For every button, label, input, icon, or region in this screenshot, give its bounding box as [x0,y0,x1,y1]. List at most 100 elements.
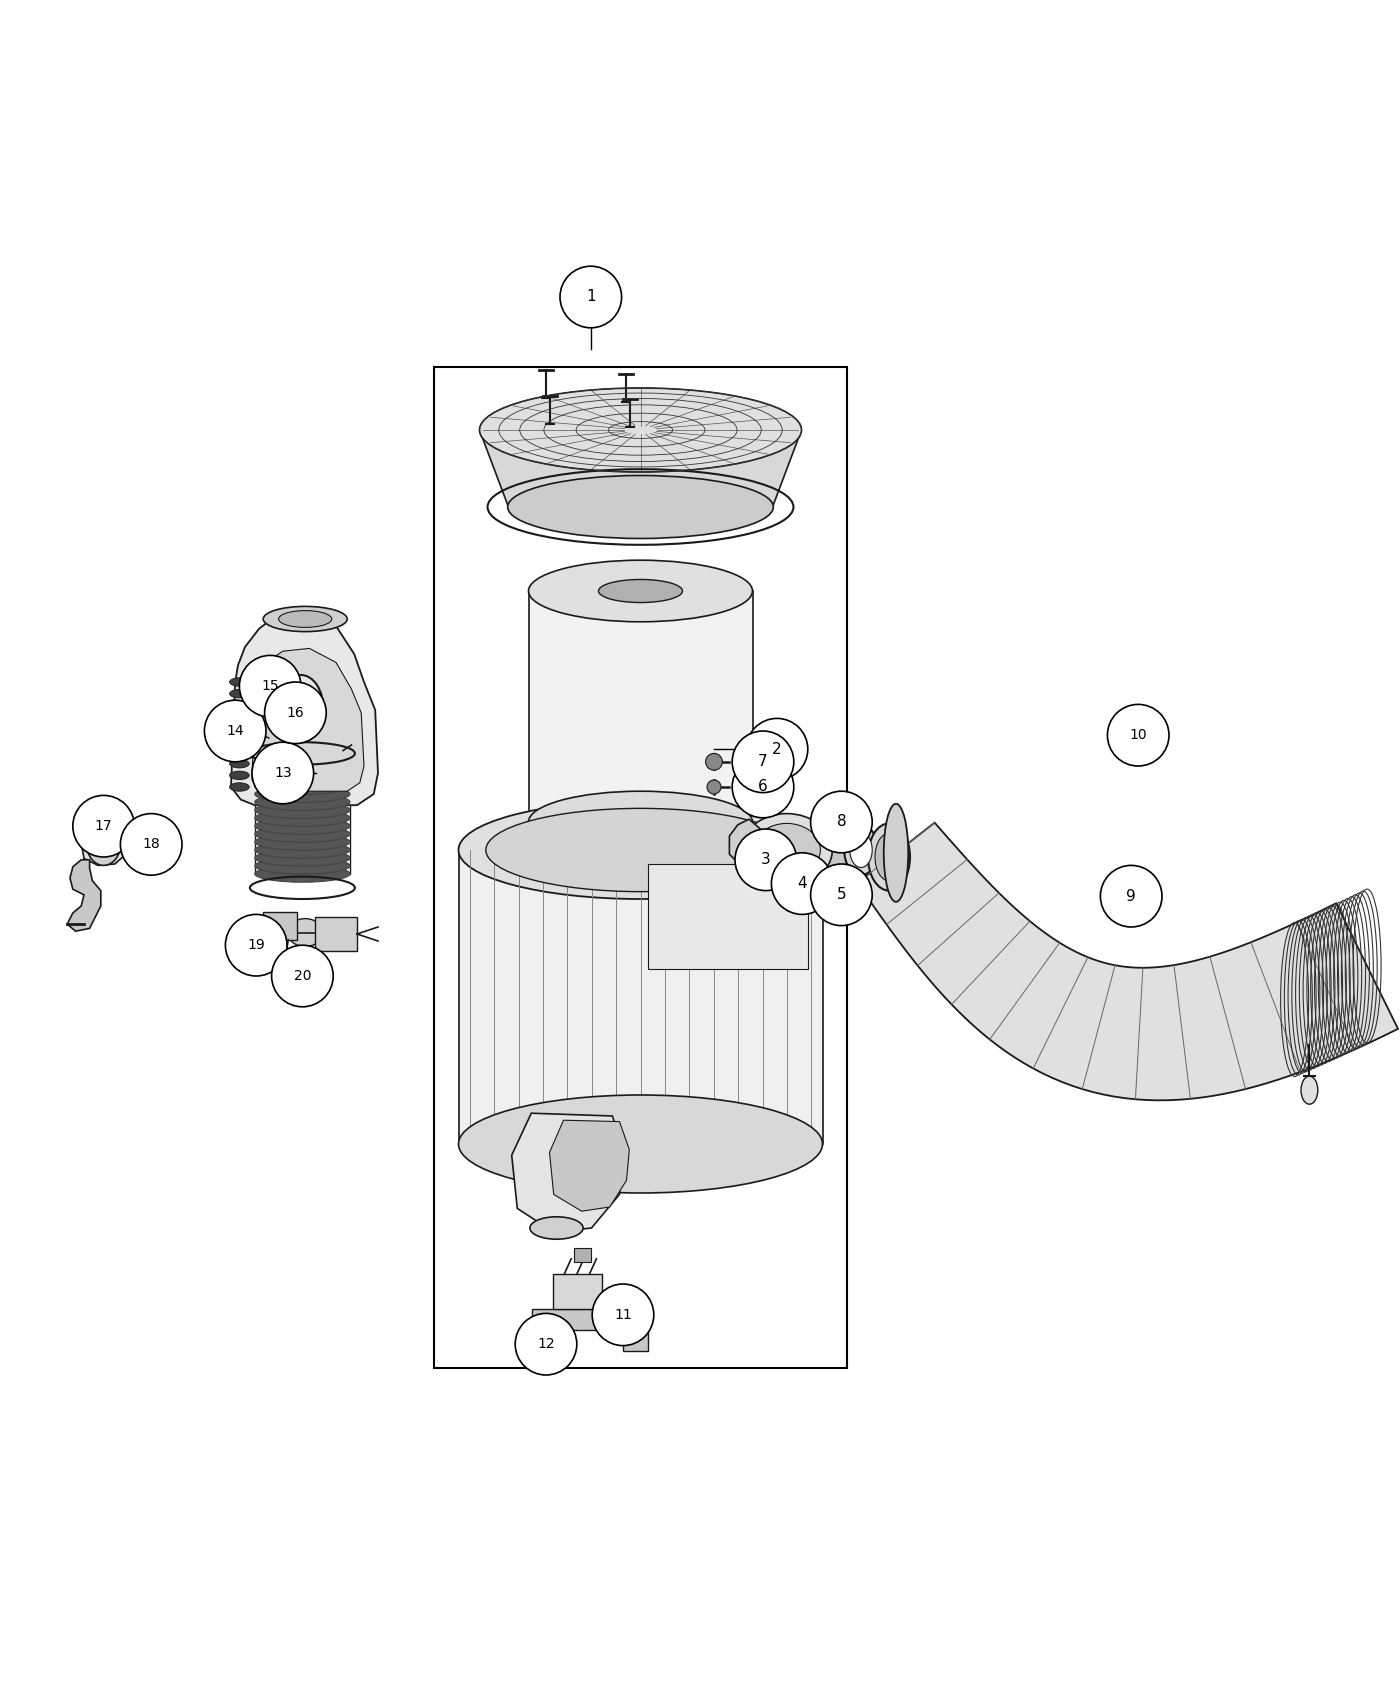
Circle shape [204,700,266,762]
Ellipse shape [230,736,249,745]
Polygon shape [67,860,101,932]
Ellipse shape [286,685,316,733]
Polygon shape [81,823,157,865]
Ellipse shape [288,918,323,947]
Ellipse shape [255,777,350,794]
Text: 19: 19 [248,938,265,952]
Ellipse shape [459,1095,823,1193]
Ellipse shape [529,1217,584,1239]
Ellipse shape [255,762,350,779]
Circle shape [811,790,872,853]
Text: 2: 2 [773,741,781,757]
Polygon shape [529,592,753,823]
Circle shape [272,945,333,1006]
Bar [315,918,357,950]
Circle shape [706,753,722,770]
Circle shape [120,814,182,876]
Text: 15: 15 [262,680,279,694]
Polygon shape [231,612,378,806]
Text: 14: 14 [227,724,244,738]
Ellipse shape [255,809,350,826]
Text: 4: 4 [798,876,806,891]
Ellipse shape [230,772,249,780]
Polygon shape [749,836,763,850]
Ellipse shape [508,476,773,539]
Text: 7: 7 [759,755,767,770]
Ellipse shape [875,833,903,881]
Ellipse shape [868,823,910,891]
Circle shape [746,719,808,780]
Circle shape [515,1314,577,1375]
Ellipse shape [529,790,753,853]
Bar [815,847,846,903]
Ellipse shape [255,818,350,835]
Text: 1: 1 [587,289,595,304]
Text: 6: 6 [759,780,767,794]
Polygon shape [479,430,801,507]
Ellipse shape [883,804,909,901]
Text: 20: 20 [294,969,311,983]
Circle shape [560,267,622,328]
Polygon shape [459,850,823,1144]
Text: 10: 10 [1130,728,1147,743]
Circle shape [252,743,314,804]
Ellipse shape [279,675,323,743]
Polygon shape [252,648,364,791]
Polygon shape [263,911,297,940]
Circle shape [225,915,287,976]
Ellipse shape [230,724,249,733]
Ellipse shape [255,857,350,874]
Bar [553,1275,602,1309]
Text: 9: 9 [1127,889,1135,904]
Ellipse shape [255,770,350,787]
Ellipse shape [255,850,350,867]
Ellipse shape [255,785,350,802]
Ellipse shape [230,712,249,721]
Ellipse shape [599,580,683,602]
Ellipse shape [230,690,249,699]
Circle shape [811,864,872,925]
Polygon shape [532,1309,648,1352]
Bar [434,367,847,1369]
Circle shape [592,1284,654,1346]
Ellipse shape [850,833,872,867]
Circle shape [265,682,326,743]
Ellipse shape [844,824,878,876]
Circle shape [73,796,134,857]
Ellipse shape [255,802,350,818]
Ellipse shape [753,823,820,877]
Ellipse shape [486,809,795,891]
Circle shape [1100,865,1162,927]
Ellipse shape [255,826,350,843]
Ellipse shape [255,865,350,882]
Circle shape [732,731,794,792]
Text: 3: 3 [762,852,770,867]
Polygon shape [647,864,808,969]
Ellipse shape [255,794,350,811]
Circle shape [735,830,797,891]
Ellipse shape [279,610,332,627]
Ellipse shape [230,782,249,790]
Polygon shape [512,1114,624,1232]
Ellipse shape [230,748,249,756]
Text: 11: 11 [615,1307,631,1323]
Ellipse shape [230,760,249,768]
Polygon shape [729,819,792,869]
Circle shape [536,1329,556,1350]
Ellipse shape [742,814,832,886]
Circle shape [239,656,301,717]
Ellipse shape [230,700,249,709]
Ellipse shape [529,561,753,622]
Text: 16: 16 [287,706,304,719]
Ellipse shape [230,678,249,687]
Ellipse shape [255,842,350,858]
Circle shape [707,780,721,794]
Ellipse shape [263,607,347,632]
Circle shape [732,756,794,818]
Bar [574,1248,591,1261]
Ellipse shape [87,823,120,865]
Text: 5: 5 [837,887,846,903]
Ellipse shape [1301,1076,1317,1105]
Circle shape [771,853,833,915]
Ellipse shape [479,388,801,473]
